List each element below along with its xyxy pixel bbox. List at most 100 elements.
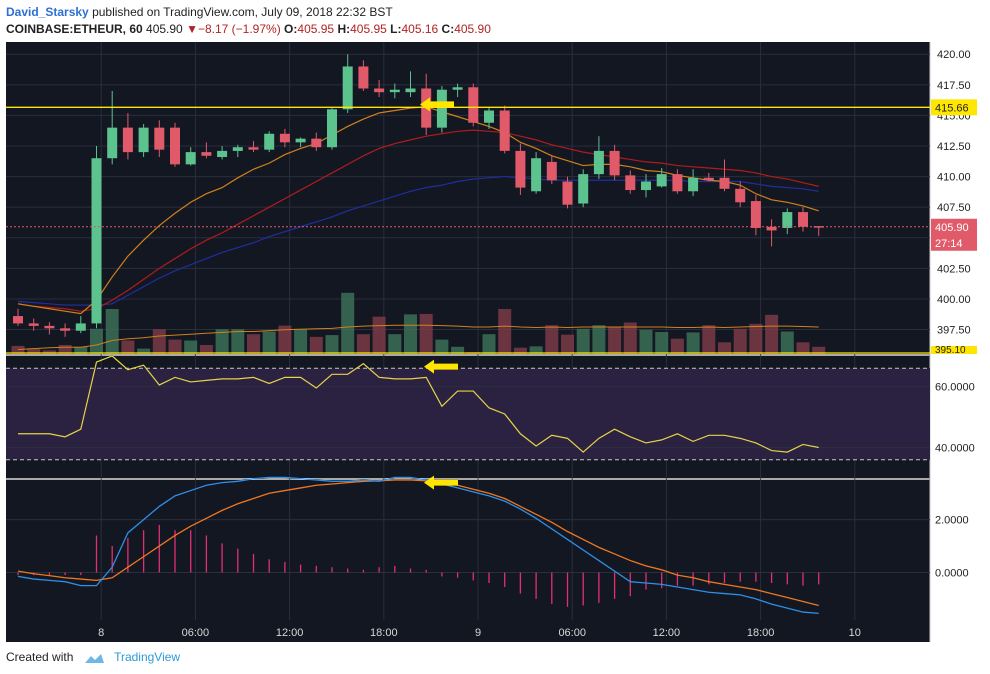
x-tick-label: 18:00: [370, 627, 398, 639]
resistance-price-label: 415.66: [935, 102, 969, 114]
volume-bar: [262, 331, 276, 354]
high-label: H:: [337, 22, 351, 36]
x-tick-label: 06:00: [558, 627, 586, 639]
price-change: −8.17 (−1.97%): [197, 22, 281, 36]
footer: Created with TradingView: [6, 650, 180, 664]
volume-bar: [184, 340, 198, 354]
ma-mid-line: [17, 129, 819, 312]
volume-bar: [105, 309, 119, 354]
volume-bar: [655, 331, 669, 354]
close-label: C:: [441, 22, 455, 36]
volume-bar: [686, 332, 700, 354]
down-triangle-icon: ▼: [186, 22, 198, 36]
candle-body: [436, 89, 447, 128]
macd-arrow-icon: [424, 475, 458, 490]
volume-bar: [341, 292, 355, 354]
y-tick-label: 407.50: [937, 202, 971, 214]
volume-bar: [419, 313, 433, 354]
lower-level-tag: [931, 346, 977, 354]
volume-bar: [451, 346, 465, 354]
volume-bar: [718, 342, 731, 354]
candle-body: [766, 226, 777, 231]
volume-bar: [529, 346, 543, 354]
last-price-label: 405.90: [935, 222, 969, 234]
candle-body: [358, 66, 369, 89]
candle-body: [60, 328, 71, 331]
lower-level-label: 395.10: [935, 345, 966, 356]
candle-body: [311, 138, 322, 148]
candle-body: [750, 201, 761, 228]
candle-body: [546, 161, 557, 181]
volume-bar: [137, 348, 151, 354]
volume-bar: [576, 328, 590, 354]
price-axis-bg: [930, 42, 990, 642]
y-tick-label: 0.0000: [935, 567, 969, 579]
candle-body: [735, 188, 746, 203]
candle-body: [122, 127, 133, 153]
y-tick-label: 410.00: [937, 172, 971, 184]
volume-bar: [372, 316, 386, 354]
time-axis-bg: [6, 620, 930, 642]
author-name[interactable]: David_Starsky: [6, 5, 89, 19]
volume-bar: [231, 329, 245, 354]
candle-body: [374, 88, 385, 93]
tradingview-brand[interactable]: TradingView: [114, 650, 181, 664]
candle-body: [28, 323, 39, 326]
y-tick-label: 400.00: [937, 294, 971, 306]
candle-body: [484, 110, 494, 123]
tradingview-cloud-icon: [84, 653, 104, 663]
volume-bar: [482, 334, 496, 354]
candle-body: [798, 212, 808, 227]
volume-bar: [435, 339, 449, 354]
volume-bar: [561, 334, 574, 354]
candle-body: [672, 174, 683, 192]
y-tick-label: 420.00: [937, 49, 971, 61]
volume-bar: [215, 329, 229, 354]
volume-bar: [513, 347, 527, 354]
volume-bar: [812, 346, 826, 354]
publish-info: David_Starsky published on TradingView.c…: [6, 5, 393, 19]
close-value: 405.90: [454, 22, 491, 36]
candle-body: [499, 110, 510, 151]
candle-body: [703, 177, 714, 181]
volume-bar: [623, 322, 637, 354]
volume-bar: [702, 325, 716, 354]
candle-body: [562, 181, 573, 205]
candle-body: [625, 175, 636, 191]
volume-bar: [294, 328, 308, 354]
candle-body: [593, 150, 604, 175]
volume-bar: [58, 345, 72, 354]
volume-bar: [765, 314, 779, 354]
candle-body: [248, 147, 259, 150]
macd-signal-line: [17, 479, 819, 607]
volume-bar: [592, 325, 606, 354]
volume-bar: [278, 325, 292, 354]
rsi-band: [6, 368, 930, 460]
candle-body: [515, 150, 526, 188]
volume-bar: [388, 334, 402, 354]
rsi-arrow-icon: [424, 359, 458, 374]
y-tick-label: 2.0000: [935, 515, 969, 527]
x-tick-label: 10: [849, 627, 861, 639]
candle-body: [452, 87, 463, 90]
candle-body: [389, 89, 400, 93]
chart-canvas[interactable]: 8 06:00 12:00 18:00 9 06:00 12:00 18:00 10 420.00…: [0, 42, 990, 642]
volume-bar: [356, 334, 370, 354]
symbol-label[interactable]: COINBASE:ETHEUR, 60: [6, 22, 143, 36]
y-tick-label: 417.50: [937, 80, 971, 92]
candle-body: [232, 147, 243, 151]
candle-body: [468, 87, 479, 123]
volume-bar: [404, 314, 417, 354]
candle-body: [531, 158, 542, 192]
bar-countdown-label: 27:14: [935, 238, 963, 250]
candle-body: [107, 127, 118, 159]
published-text: published on TradingView.com, July 09, 2…: [92, 5, 393, 19]
volume-bar: [152, 329, 166, 354]
x-tick-label: 18:00: [747, 627, 775, 639]
volume-bar: [199, 345, 213, 354]
volume-bar: [27, 349, 41, 354]
volume-bar: [325, 335, 339, 354]
volume-bar: [309, 336, 323, 354]
price-arrow-icon: [420, 97, 454, 112]
volume-bar: [11, 345, 25, 354]
